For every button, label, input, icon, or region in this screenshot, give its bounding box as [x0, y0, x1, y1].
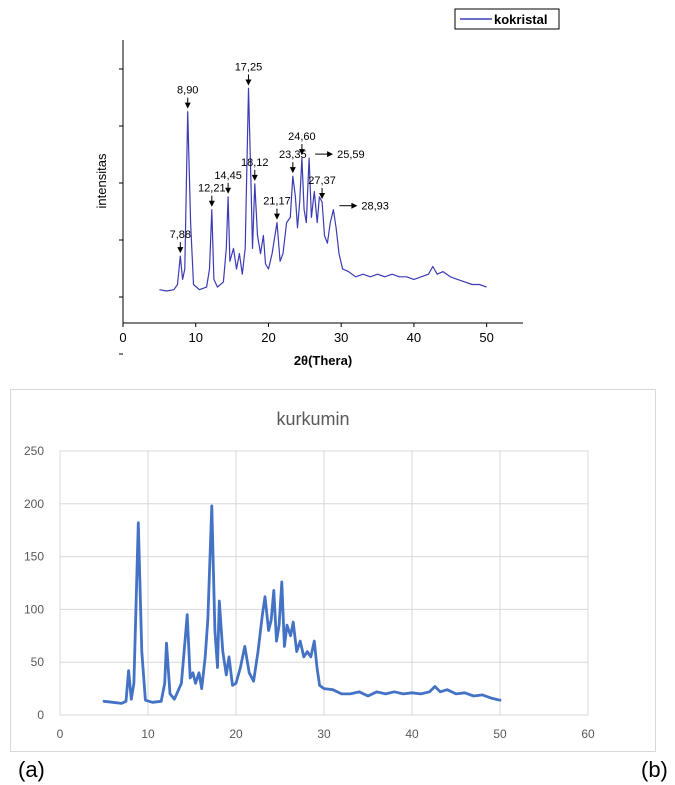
top-y-axis-label: intensitas — [94, 153, 109, 208]
bottom-y-tick-label: 50 — [31, 655, 45, 669]
bottom-ticks: 0 50 100 150 200 250 0 10 20 30 40 50 60 — [24, 444, 595, 741]
bottom-grid — [59, 450, 589, 716]
top-x-tick-label: 10 — [188, 330, 202, 345]
top-x-tick-label: 40 — [407, 330, 421, 345]
bottom-y-tick-label: 250 — [24, 444, 44, 458]
top-axes — [119, 40, 523, 355]
top-ticks: 0 10 20 30 40 50 — [119, 323, 494, 345]
top-legend: kokristal — [454, 8, 560, 30]
bottom-x-tick-label: 50 — [493, 727, 507, 741]
annotation-label: 12,21 — [198, 183, 226, 195]
annotation-arrowhead — [184, 102, 191, 109]
annotation-arrowhead — [177, 247, 184, 254]
top-x-axis-label: 2θ(Thera) — [294, 353, 352, 368]
top-x-tick-label: 0 — [119, 330, 126, 345]
annotation-label: 8,90 — [177, 85, 198, 97]
annotation-label: 25,59 — [337, 149, 365, 161]
bottom-x-tick-label: 20 — [229, 727, 243, 741]
panel-label-a: (a) — [18, 757, 45, 782]
annotation-label: 27,37 — [308, 175, 336, 187]
bottom-chart-title: kurkumin — [276, 409, 349, 429]
annotation-label: 14,45 — [214, 170, 242, 182]
top-legend-box — [454, 8, 560, 30]
kurkumin-chart: kurkumin 0 50 100 150 200 250 0 10 20 30 40 50 60 — [24, 409, 595, 741]
top-legend-label: kokristal — [494, 12, 547, 27]
annotation-label: 7,88 — [170, 229, 191, 241]
annotation-label: 28,93 — [361, 201, 389, 213]
annotation-label: 18,12 — [241, 157, 269, 169]
annotation-arrowhead — [251, 174, 258, 181]
annotation-label: 21,17 — [263, 196, 291, 208]
bottom-y-tick-label: 150 — [24, 550, 44, 564]
kurkumin-chart-frame — [10, 389, 656, 752]
annotation-label: 17,25 — [235, 61, 263, 73]
bottom-y-tick-label: 0 — [37, 708, 44, 722]
bottom-x-tick-label: 10 — [141, 727, 155, 741]
top-x-tick-label: 30 — [334, 330, 348, 345]
top-x-tick-label: 50 — [479, 330, 493, 345]
annotation-arrowhead — [327, 151, 334, 158]
annotation-label: 23,35 — [279, 149, 307, 161]
bottom-x-tick-label: 60 — [581, 727, 595, 741]
bottom-y-tick-label: 100 — [24, 602, 44, 616]
annotation-arrowhead — [319, 192, 326, 199]
bottom-x-tick-label: 0 — [57, 727, 64, 741]
kokristal-line — [159, 87, 487, 292]
kurkumin-line — [102, 504, 502, 705]
annotation-arrowhead — [208, 200, 215, 207]
annotation-arrowhead — [298, 149, 305, 156]
bottom-series — [102, 504, 502, 705]
bottom-y-tick-label: 200 — [24, 497, 44, 511]
annotation-arrowhead — [225, 187, 232, 194]
top-x-tick-label: 20 — [261, 330, 275, 345]
bottom-x-tick-label: 30 — [317, 727, 331, 741]
annotation-arrowhead — [289, 167, 296, 174]
annotation-label: 24,60 — [288, 131, 316, 143]
bottom-x-tick-label: 40 — [405, 727, 419, 741]
panel-label-b: (b) — [641, 757, 668, 782]
annotation-arrowhead — [273, 213, 280, 220]
annotation-arrowhead — [351, 202, 358, 209]
top-series — [159, 87, 487, 292]
annotation-arrowhead — [245, 79, 252, 86]
